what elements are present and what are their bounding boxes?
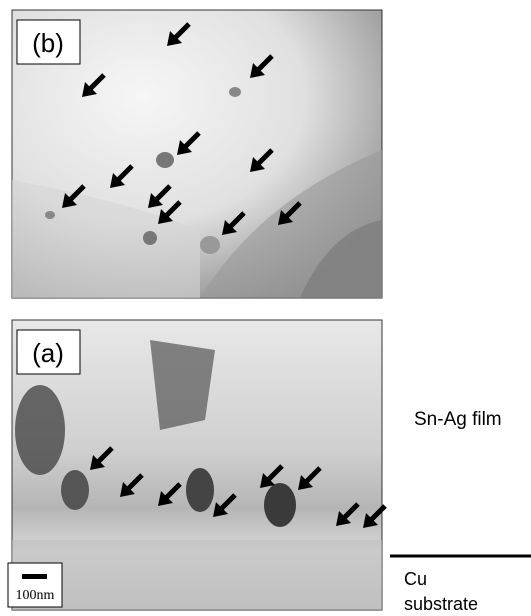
substrate-label: substrate [404, 594, 478, 614]
page: (b) (a) 100nm Sn-Ag film Cu substrate ((… [0, 0, 531, 616]
scale-bar [22, 574, 47, 579]
substrate-label: Cu [404, 569, 427, 589]
film-label: Sn-Ag film [414, 409, 502, 430]
panel-label: (a) [32, 338, 64, 368]
panel-label: (b) [32, 28, 64, 58]
figure: (b) (a) 100nm Sn-Ag film Cu substrate [0, 0, 531, 616]
scale-label: 100nm [16, 588, 55, 603]
